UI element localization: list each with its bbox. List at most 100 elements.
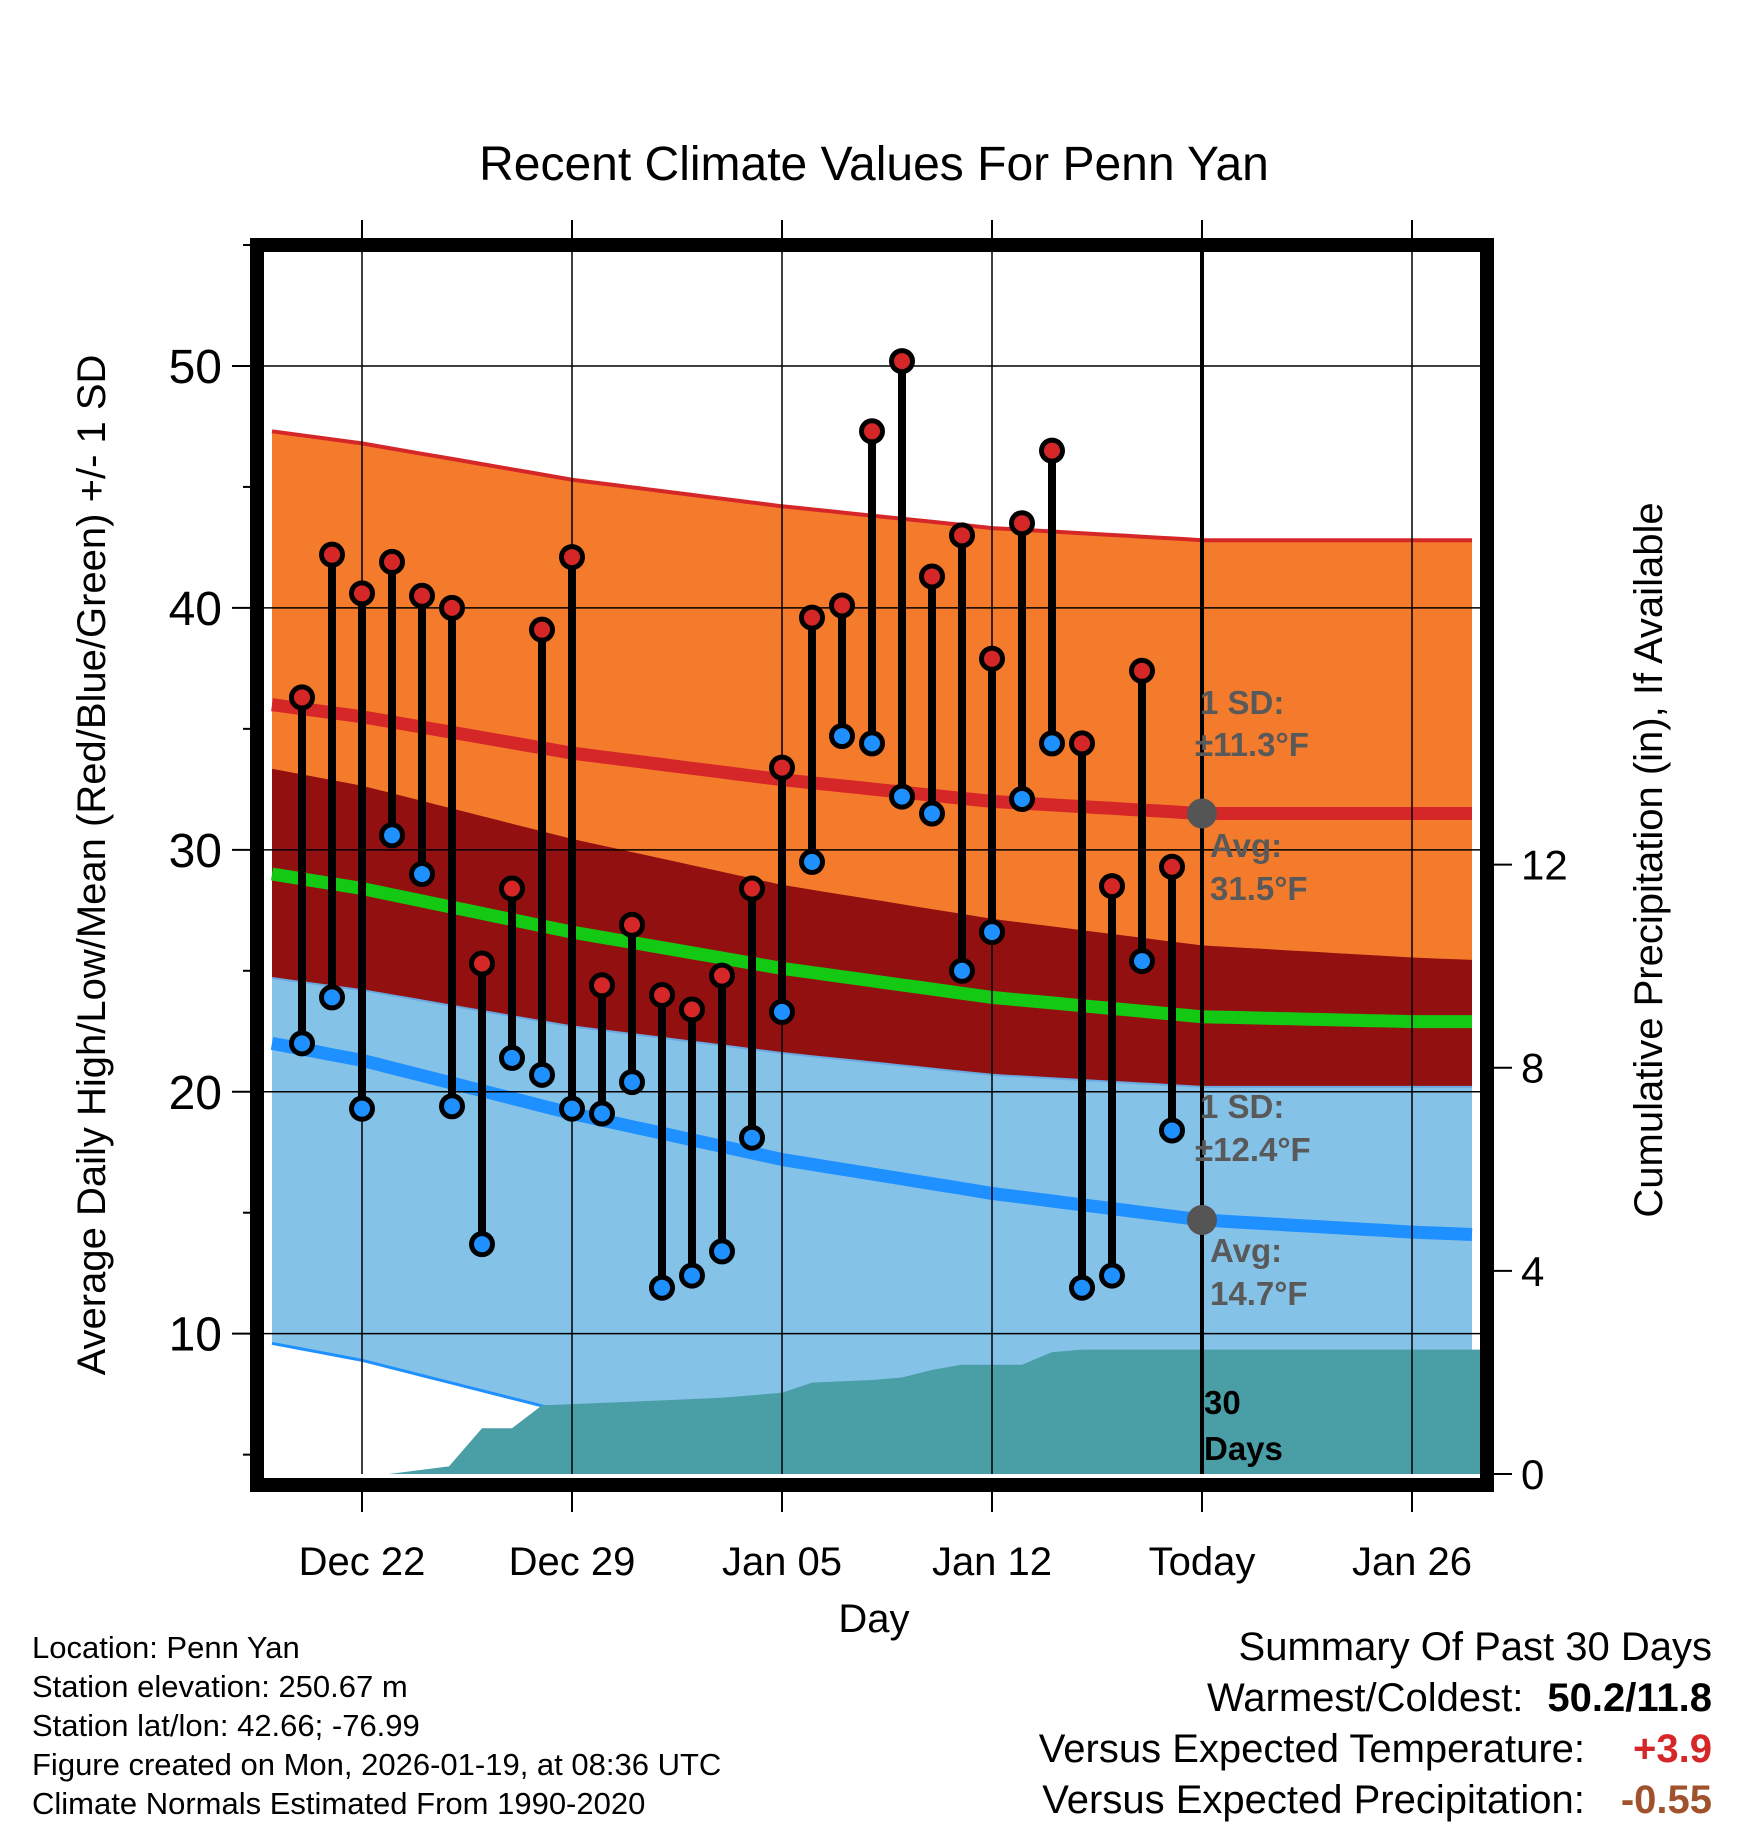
y-tick-label: 50 — [169, 341, 222, 394]
high-marker — [799, 604, 825, 631]
y2-tick-label: 4 — [1521, 1248, 1544, 1295]
high-marker — [649, 981, 675, 1008]
normal-high-line — [271, 698, 1472, 820]
low-marker — [799, 848, 825, 875]
high-marker — [769, 754, 795, 781]
station-info: Location: Penn Yan Station elevation: 25… — [32, 1628, 721, 1823]
elevation-text: Station elevation: 250.67 m — [32, 1669, 408, 1704]
low-marker — [1069, 1274, 1095, 1301]
high-marker — [289, 684, 315, 711]
location-text: Location: Penn Yan — [32, 1630, 300, 1665]
low-marker — [349, 1095, 375, 1122]
high-marker — [499, 875, 525, 902]
low-sd-label: 1 SD: — [1200, 1088, 1284, 1125]
high-marker — [1039, 437, 1065, 464]
high-marker — [1099, 873, 1125, 900]
low-marker — [829, 723, 855, 750]
chart-title: Recent Climate Values For Penn Yan — [479, 138, 1269, 191]
low-marker — [709, 1238, 735, 1265]
high-marker — [439, 594, 465, 621]
high-marker — [1129, 657, 1155, 684]
precipitation-area — [263, 1349, 1481, 1474]
high-marker — [1159, 853, 1185, 880]
low-marker — [979, 919, 1005, 946]
low-marker — [919, 800, 945, 827]
high-sd-lower-edge — [271, 977, 1472, 1088]
high-marker — [469, 950, 495, 977]
temp-label: Versus Expected Temperature: — [1038, 1727, 1586, 1771]
avg-high-dot — [1187, 798, 1217, 829]
y2-tick-label: 0 — [1521, 1451, 1544, 1498]
high-marker — [319, 541, 345, 568]
high-avg-label: Avg: — [1210, 827, 1282, 864]
low-marker — [1159, 1117, 1185, 1144]
avg-low-dot — [1187, 1204, 1217, 1235]
warm-cold-label: Warmest/Coldest: — [1207, 1676, 1524, 1720]
high-marker — [1009, 510, 1035, 537]
low-marker — [739, 1124, 765, 1151]
low-marker — [589, 1100, 615, 1127]
low-marker — [769, 998, 795, 1025]
y-tick-label: 20 — [169, 1067, 222, 1120]
high-marker — [589, 972, 615, 999]
high-avg-value: 31.5°F — [1210, 870, 1308, 907]
low-marker — [289, 1030, 315, 1057]
low-marker — [889, 783, 915, 810]
low-sd-lower-edge — [271, 1341, 882, 1474]
y-axis-label: Average Daily High/Low/Mean (Red/Blue/Gr… — [70, 355, 114, 1376]
high-marker — [829, 592, 855, 619]
precip-value: -0.55 — [1620, 1778, 1712, 1822]
latlon-text: Station lat/lon: 42.66; -76.99 — [32, 1708, 420, 1743]
high-marker — [709, 962, 735, 989]
plot-frame — [250, 238, 1494, 1492]
low-marker — [469, 1231, 495, 1258]
low-marker — [499, 1044, 525, 1071]
high-marker — [859, 418, 885, 445]
normal-low-line — [270, 1037, 1473, 1241]
high-marker — [679, 996, 705, 1023]
low-marker — [379, 822, 405, 849]
low-avg-label: Avg: — [1210, 1232, 1282, 1269]
normals-text: Climate Normals Estimated From 1990-2020 — [32, 1786, 646, 1821]
x-tick-label: Today — [1149, 1540, 1256, 1584]
high-marker — [379, 548, 405, 575]
high-marker — [919, 563, 945, 590]
normal-mean-line — [270, 867, 1472, 1029]
summary-panel: Summary Of Past 30 Days Warmest/Coldest:… — [1039, 1622, 1712, 1826]
high-marker — [1069, 730, 1095, 757]
low-marker — [439, 1093, 465, 1120]
window-number: 30 — [1204, 1384, 1241, 1421]
low-sd-value: ±12.4°F — [1195, 1131, 1311, 1168]
high-sd-label: 1 SD: — [1200, 684, 1284, 721]
high-marker — [739, 875, 765, 902]
low-marker — [1129, 948, 1155, 975]
high-marker — [409, 582, 435, 609]
low-marker — [649, 1274, 675, 1301]
x-tick-label: Jan 26 — [1352, 1540, 1472, 1584]
y-tick-label: 10 — [169, 1309, 222, 1362]
x-tick-label: Jan 12 — [932, 1540, 1052, 1584]
high-marker — [349, 580, 375, 607]
warm-cold-value: 50.2/11.8 — [1547, 1676, 1712, 1720]
low-marker — [949, 957, 975, 984]
y2-tick-label: 12 — [1521, 842, 1568, 889]
y-tick-label: 30 — [169, 825, 222, 878]
x-tick-label: Jan 05 — [722, 1540, 842, 1584]
y2-axis-label: Cumulative Precipitation (in), If Availa… — [1627, 502, 1671, 1217]
low-marker — [409, 861, 435, 888]
temp-value: +3.9 — [1633, 1727, 1712, 1771]
high-marker — [889, 348, 915, 375]
high-marker — [619, 911, 645, 938]
x-axis-label: Day — [838, 1597, 909, 1641]
summary-precipitation: Versus Expected Precipitation: -0.55 — [1039, 1775, 1712, 1826]
high-marker — [529, 616, 555, 643]
low-marker — [1099, 1262, 1125, 1289]
low-marker — [679, 1262, 705, 1289]
x-tick-label: Dec 22 — [299, 1540, 426, 1584]
created-text: Figure created on Mon, 2026-01-19, at 08… — [32, 1747, 722, 1782]
x-tick-label: Dec 29 — [509, 1540, 636, 1584]
low-marker — [859, 730, 885, 757]
low-marker — [1039, 730, 1065, 757]
y-tick-label: 40 — [169, 583, 222, 636]
